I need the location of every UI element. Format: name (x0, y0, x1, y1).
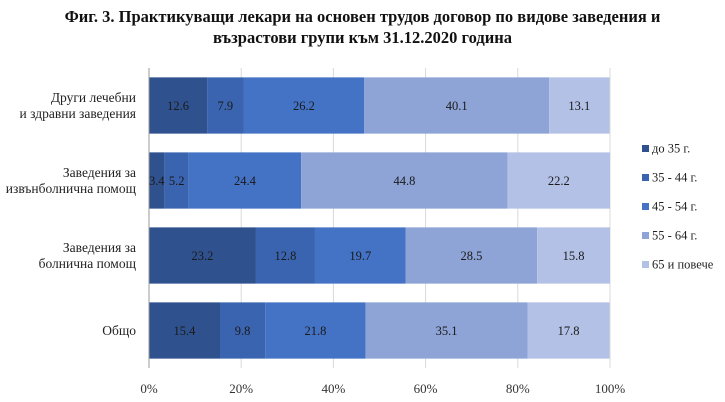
bar-segment (265, 302, 366, 359)
data-label: 15.4 (174, 324, 197, 338)
bar-segment (164, 152, 189, 209)
bar-segment (149, 152, 165, 209)
data-label: 12.6 (167, 99, 189, 113)
category-label: Други лечебни (51, 90, 136, 105)
category-label: болнична помощ (39, 256, 137, 271)
bar-segment (301, 152, 508, 209)
data-label: 44.8 (393, 174, 415, 188)
x-tick-label-1: 20% (229, 381, 253, 396)
data-label: 15.8 (563, 249, 585, 263)
data-label: 5.2 (169, 174, 185, 188)
category-label: Заведения за (63, 240, 136, 255)
bar-segment (549, 77, 610, 134)
data-label: 24.4 (234, 174, 257, 188)
bars-layer: 12.6 7.9 26.2 40.1 13.1 3.4 5.2 24.4 44.8 22.2 23.… (149, 77, 610, 359)
data-label: 9.8 (235, 324, 251, 338)
chart-title-line-1: Фиг. 3. Практикуващи лекари на основен т… (64, 7, 661, 26)
data-label: 23.2 (192, 249, 214, 263)
data-label: 22.2 (548, 174, 570, 188)
bar-segment (207, 77, 244, 134)
legend-swatch (642, 145, 649, 152)
category-label: и здравни заведения (20, 106, 136, 121)
x-tick-label-2: 40% (321, 381, 345, 396)
x-tick-label-0: 0% (140, 381, 158, 396)
legend-label: до 35 г. (652, 142, 690, 156)
bar-segment (243, 77, 365, 134)
bar-segment (149, 227, 256, 284)
legend-swatch (642, 261, 649, 268)
chart-title-line-2: възрастови групи към 31.12.2020 година (213, 28, 512, 47)
bar-segment (188, 152, 302, 209)
data-label: 19.7 (349, 249, 371, 263)
data-label: 12.8 (275, 249, 297, 263)
data-label: 26.2 (293, 99, 315, 113)
bar-segment (537, 227, 610, 284)
legend-label: 55 - 64 г. (652, 229, 697, 243)
x-tick-label-5: 100% (595, 381, 626, 396)
legend-swatch (642, 203, 649, 210)
bar-segment (364, 77, 550, 134)
data-label: 28.5 (461, 249, 483, 263)
bar-segment (219, 302, 266, 359)
legend: до 35 г. 35 - 44 г. 45 - 54 г. 55 - 64 г. 65… (642, 142, 714, 272)
x-tick-label-3: 60% (414, 381, 438, 396)
legend-label: 35 - 44 г. (652, 171, 697, 185)
category-label: Заведения за (63, 165, 136, 180)
category-label: Общо (102, 323, 136, 338)
bar-segment (149, 77, 208, 134)
category-label: извънболнична помощ (6, 181, 137, 196)
data-label: 17.8 (558, 324, 580, 338)
legend-swatch (642, 232, 649, 239)
legend-swatch (642, 174, 649, 181)
legend-label: 45 - 54 г. (652, 200, 697, 214)
x-tick-label-4: 80% (506, 381, 530, 396)
chart-title: Фиг. 3. Практикуващи лекари на основен т… (0, 6, 725, 48)
bar-segment (255, 227, 315, 284)
bar-segment (527, 302, 610, 359)
bar-segment (507, 152, 610, 209)
legend-label: 65 и повече (652, 258, 714, 272)
bar-segment (405, 227, 538, 284)
bar-segment (149, 302, 220, 359)
data-label: 13.1 (568, 99, 590, 113)
data-label: 7.9 (217, 99, 233, 113)
data-label: 35.1 (436, 324, 458, 338)
bar-segment (365, 302, 528, 359)
data-label: 40.1 (446, 99, 468, 113)
data-label: 3.4 (149, 174, 165, 188)
data-label: 21.8 (304, 324, 326, 338)
bar-segment (314, 227, 406, 284)
